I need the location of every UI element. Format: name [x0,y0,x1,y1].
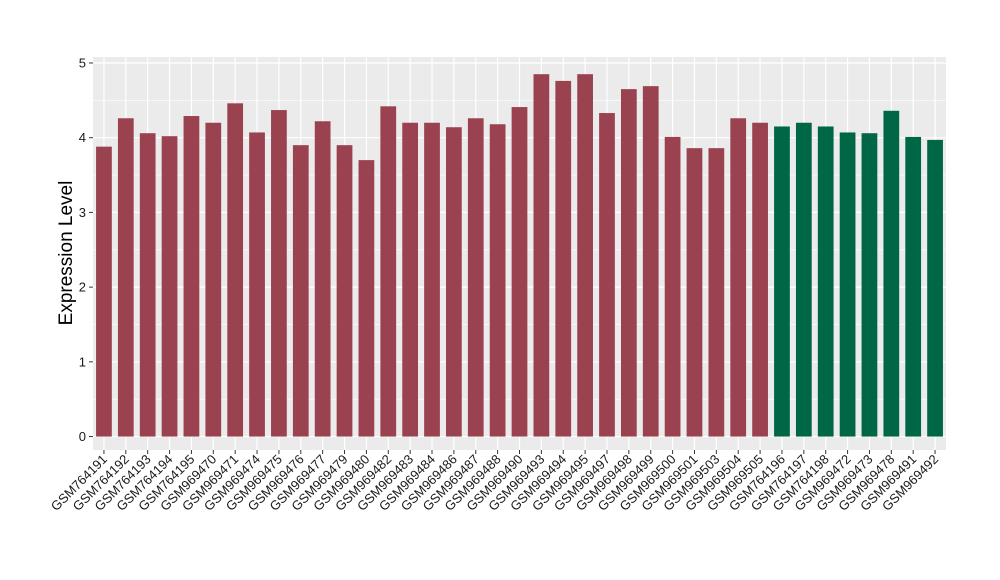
bar [96,146,112,437]
bar [336,145,353,437]
y-tick-label: 1 [79,354,86,369]
bar [511,107,528,437]
bar [358,160,375,437]
y-tick-label: 5 [79,55,86,70]
bar [161,136,178,437]
y-tick-label: 4 [79,130,86,145]
y-axis-title: Expression Level [56,181,77,326]
bar [227,103,244,437]
bar [883,110,900,437]
y-tick-label: 2 [79,280,86,295]
x-axis: GSM764191GSM764192GSM764193GSM764194GSM7… [48,450,941,514]
bar [533,74,550,437]
bar [271,110,287,437]
bar [577,74,593,437]
bar [905,136,922,437]
bar [139,133,156,437]
y-axis: 0 1 2 3 4 5 [79,55,93,444]
bar [467,118,484,437]
bar [446,127,462,437]
bar [642,86,659,437]
bar [861,133,878,437]
bar [752,122,768,437]
bar [774,126,790,437]
bars [96,74,943,437]
bar [620,89,637,437]
bar [686,148,703,437]
bar [292,145,309,437]
bar [117,118,134,437]
bar [183,116,200,437]
y-tick-label: 0 [79,429,86,444]
bar [402,122,419,437]
bar [730,118,747,437]
bar [424,122,440,437]
bar [380,106,397,437]
bar [708,148,725,437]
bar [314,121,331,437]
bar [555,80,572,437]
bar [927,139,943,437]
bar [489,124,506,437]
bar [795,122,812,437]
bar [599,113,615,437]
bar [664,136,681,437]
bar [839,132,856,437]
bar [249,132,265,437]
y-tick-label: 3 [79,205,86,220]
bar [205,122,222,437]
bar [817,126,834,437]
